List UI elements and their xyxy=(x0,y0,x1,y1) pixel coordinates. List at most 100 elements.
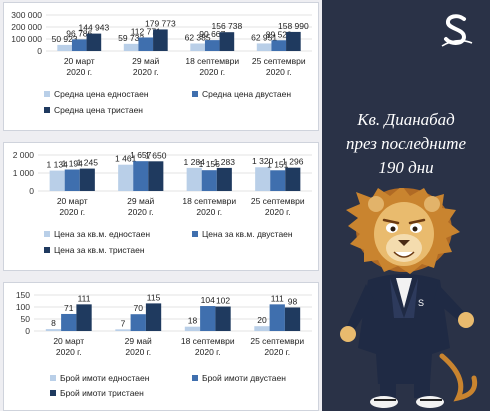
category-label-line: 29 май xyxy=(125,336,152,346)
data-label: 62 951 xyxy=(251,32,277,42)
data-label: 1 245 xyxy=(77,158,99,168)
category-label: 29 май 2020 г. xyxy=(127,196,154,217)
data-label: 89 523 xyxy=(266,29,292,39)
chart-panel-price-per-sqm: 0 1 000 2 000 1 134 1 461 1 284 1 320 1 194 1 65… xyxy=(3,142,319,271)
bar xyxy=(130,314,146,331)
headline-line-3: 190 дни xyxy=(378,158,434,177)
category-label: 25 септември 2020 г. xyxy=(250,336,304,357)
category-label-line: 25 септември xyxy=(252,56,306,66)
category-label-line: 2020 г. xyxy=(266,67,292,77)
legend-swatch xyxy=(192,231,198,237)
data-label: 156 738 xyxy=(212,21,243,31)
data-label: 50 923 xyxy=(52,34,78,44)
data-label: 158 990 xyxy=(278,21,309,31)
bar xyxy=(286,31,301,51)
property-count-chart: 0 50 100 150 8 7 18 20 71 70 104 111 111 115 102 98 20 м… xyxy=(16,290,312,398)
category-label-line: 20 март xyxy=(53,336,84,346)
bar xyxy=(118,164,134,191)
bar xyxy=(204,40,220,51)
bar xyxy=(215,306,231,331)
category-label-line: 29 май xyxy=(127,196,154,206)
headline-line-1: Кв. Дианабад xyxy=(357,110,455,129)
y-tick-label: 150 xyxy=(16,290,30,300)
category-label-line: 18 септември xyxy=(181,336,235,346)
category-label: 18 септември 2020 г. xyxy=(182,196,236,217)
y-tick-label: 1 000 xyxy=(13,168,35,178)
y-tick-label: 2 000 xyxy=(13,150,35,160)
bar xyxy=(256,43,272,51)
bar xyxy=(45,329,62,331)
data-label: 70 xyxy=(134,303,144,313)
data-label: 111 xyxy=(78,293,91,303)
category-label: 29 май 2020 г. xyxy=(132,56,159,77)
data-label: 1 284 xyxy=(184,157,206,167)
headline: Кв. Дианабад през последните 190 дни xyxy=(322,108,490,180)
data-label: 104 xyxy=(201,295,215,305)
bar xyxy=(49,170,65,191)
category-label-line: 2020 г. xyxy=(264,347,290,357)
data-label: 111 xyxy=(271,293,284,303)
data-label: 144 943 xyxy=(79,23,110,33)
bar xyxy=(269,304,285,331)
data-label: 20 xyxy=(257,315,267,325)
y-tick-label: 50 xyxy=(21,314,31,324)
brand-logo-icon xyxy=(441,14,473,47)
bar xyxy=(64,169,80,191)
data-label: 1 156 xyxy=(199,159,221,169)
legend-label: Средна цена тристаен xyxy=(54,105,143,115)
headline-line-2: през последните xyxy=(345,134,467,153)
chart-panel-property-count: 0 50 100 150 8 7 18 20 71 70 104 111 111 115 102 98 20 м… xyxy=(3,282,319,411)
category-label-line: 2020 г. xyxy=(56,347,82,357)
category-label-line: 2020 г. xyxy=(125,347,151,357)
bar xyxy=(270,170,286,191)
data-label: 59 732 xyxy=(118,33,144,43)
bar xyxy=(71,39,87,51)
data-label: 62 385 xyxy=(185,33,211,43)
category-label-line: 25 септември xyxy=(250,336,304,346)
category-label-line: 2020 г. xyxy=(59,207,85,217)
category-label: 18 септември 2020 г. xyxy=(181,336,235,357)
data-label: 179 773 xyxy=(145,18,176,28)
y-tick-label: 100 xyxy=(16,302,30,312)
data-label: 102 xyxy=(216,296,230,306)
legend-swatch xyxy=(44,247,50,253)
data-label: 96 786 xyxy=(66,28,92,38)
bar xyxy=(201,170,217,191)
data-label: 1 320 xyxy=(252,156,274,166)
category-label-line: 2020 г. xyxy=(196,207,222,217)
category-label: 18 септември 2020 г. xyxy=(185,56,239,77)
legend-label: Брой имоти едностаен xyxy=(60,373,150,383)
bar xyxy=(271,40,287,51)
bar xyxy=(219,32,235,51)
category-label-line: 2020 г. xyxy=(265,207,291,217)
data-label: 71 xyxy=(64,303,74,313)
category-label: 20 март 2020 г. xyxy=(64,56,95,77)
bar xyxy=(76,304,92,331)
category-label-line: 20 март xyxy=(64,56,95,66)
category-label-line: 2020 г. xyxy=(133,67,159,77)
data-label: 1 151 xyxy=(267,159,289,169)
category-label-line: 18 септември xyxy=(182,196,236,206)
legend-label: Цена за кв.м. едностаен xyxy=(54,229,150,239)
data-label: 112 771 xyxy=(131,26,161,36)
legend-label: Брой имоти тристаен xyxy=(60,388,144,398)
category-label: 20 март 2020 г. xyxy=(53,336,84,357)
category-label-line: 2020 г. xyxy=(66,67,92,77)
legend-swatch xyxy=(50,390,56,396)
legend-swatch xyxy=(44,231,50,237)
data-label: 18 xyxy=(188,316,198,326)
bar xyxy=(255,167,271,191)
data-label: 1 650 xyxy=(145,150,167,160)
data-label: 1 461 xyxy=(115,154,137,164)
category-label: 20 март 2020 г. xyxy=(57,196,88,217)
bar xyxy=(186,167,202,191)
data-label: 1 194 xyxy=(62,159,84,169)
category-label: 25 септември 2020 г. xyxy=(251,196,305,217)
data-label: 115 xyxy=(147,292,161,302)
bar xyxy=(285,167,301,191)
legend-label: Брой имоти двустаен xyxy=(202,373,286,383)
category-label-line: 2020 г. xyxy=(195,347,221,357)
y-tick-label: 200 000 xyxy=(11,22,42,32)
category-label-line: 25 септември xyxy=(251,196,305,206)
bar xyxy=(133,161,149,191)
